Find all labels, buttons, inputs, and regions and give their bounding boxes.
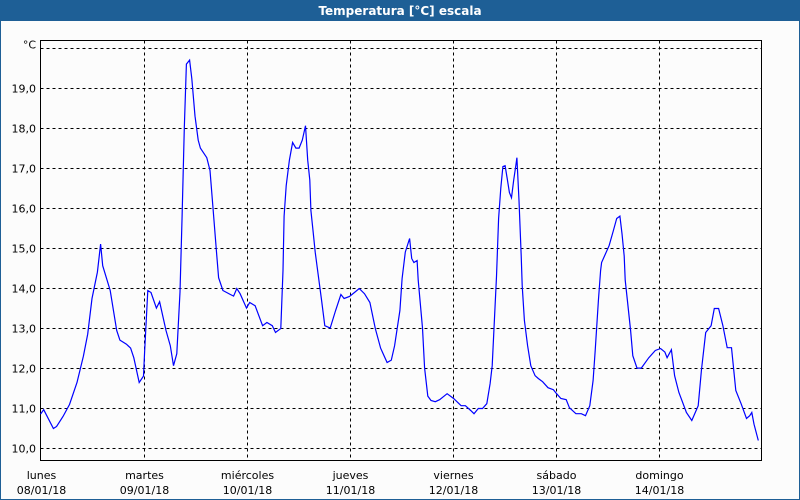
x-tick-date-label: 10/01/18	[223, 484, 272, 497]
y-axis-unit-label: °C	[23, 39, 37, 52]
x-tick-date-label: 09/01/18	[120, 484, 169, 497]
y-tick-label: 13,0	[12, 323, 37, 336]
y-tick-label: 17,0	[12, 163, 37, 176]
y-tick-label: 15,0	[12, 243, 37, 256]
x-tick-day-label: sábado	[537, 469, 577, 482]
x-tick-day-label: viernes	[433, 469, 473, 482]
x-tick-day-label: domingo	[635, 469, 683, 482]
y-tick-label: 14,0	[12, 283, 37, 296]
y-tick-label: 12,0	[12, 363, 37, 376]
x-tick-date-label: 11/01/18	[326, 484, 375, 497]
x-tick-day-label: martes	[125, 469, 164, 482]
plot-frame	[40, 40, 762, 461]
y-tick-label: 19,0	[12, 83, 37, 96]
y-tick-label: 16,0	[12, 203, 37, 216]
x-tick-date-label: 13/01/18	[532, 484, 581, 497]
x-tick-day-label: miércoles	[221, 469, 274, 482]
y-tick-label: 18,0	[12, 123, 37, 136]
x-tick-date-label: 14/01/18	[635, 484, 684, 497]
y-tick-label: 11,0	[12, 403, 37, 416]
temperature-series-line	[40, 58, 759, 441]
window-title: Temperatura [°C] escala	[1, 1, 799, 21]
x-tick-date-label: 08/01/18	[17, 484, 66, 497]
x-tick-day-label: jueves	[332, 469, 369, 482]
y-tick-label: 10,0	[12, 443, 37, 456]
x-tick-date-label: 12/01/18	[429, 484, 478, 497]
x-tick-day-label: lunes	[27, 469, 57, 482]
